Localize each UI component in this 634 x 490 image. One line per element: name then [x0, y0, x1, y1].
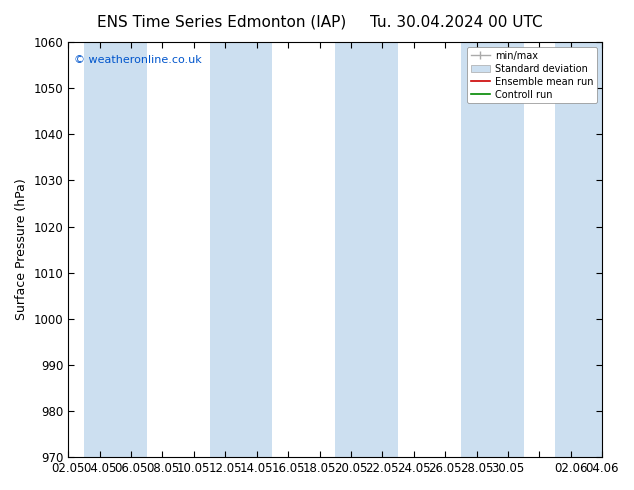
Bar: [555, 42, 618, 457]
Bar: [210, 42, 273, 457]
Y-axis label: Surface Pressure (hPa): Surface Pressure (hPa): [15, 179, 28, 320]
Text: © weatheronline.co.uk: © weatheronline.co.uk: [74, 54, 201, 65]
Bar: [335, 42, 398, 457]
Text: Tu. 30.04.2024 00 UTC: Tu. 30.04.2024 00 UTC: [370, 15, 543, 30]
Bar: [84, 42, 146, 457]
Legend: min/max, Standard deviation, Ensemble mean run, Controll run: min/max, Standard deviation, Ensemble me…: [467, 47, 597, 103]
Text: ENS Time Series Edmonton (IAP): ENS Time Series Edmonton (IAP): [97, 15, 347, 30]
Bar: [461, 42, 524, 457]
